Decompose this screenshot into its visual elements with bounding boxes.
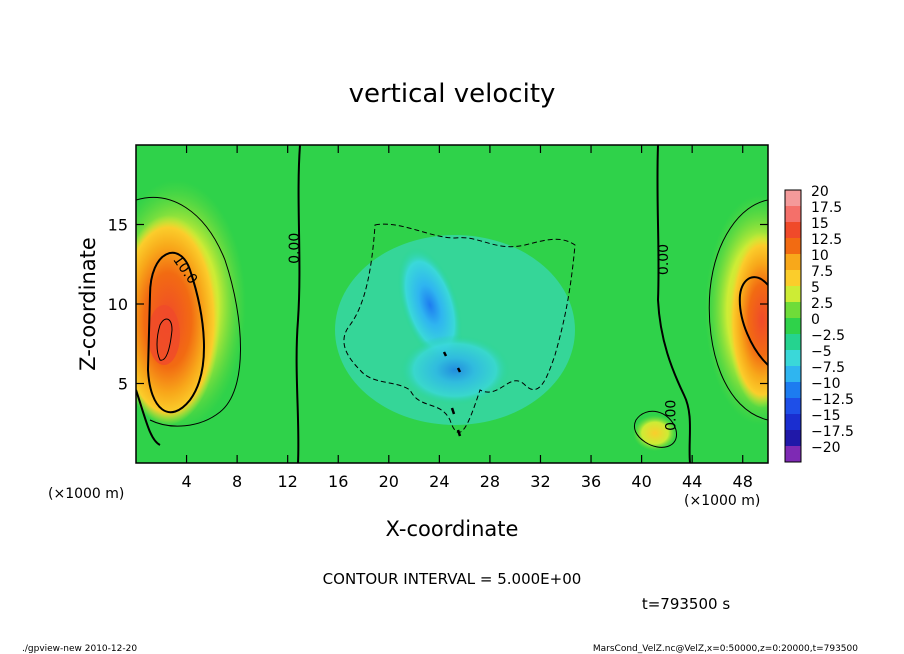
- x-tick-label: 28: [480, 472, 500, 491]
- colorbar-label: −5: [811, 344, 832, 360]
- colorbar-swatch: [785, 286, 801, 303]
- colorbar-label: 12.5: [811, 232, 842, 248]
- y-tick-label: 5: [118, 375, 128, 394]
- y-tick-label: 10: [108, 295, 128, 314]
- x-tick-label: 48: [733, 472, 753, 491]
- x-tick-label: 36: [581, 472, 601, 491]
- contour-10-right: [738, 276, 768, 366]
- updraft-left: [136, 215, 220, 425]
- colorbar-label: −10: [811, 376, 841, 392]
- colorbar-label: 15: [811, 216, 829, 232]
- colorbar-label: −7.5: [811, 360, 845, 376]
- colorbar-label: −2.5: [811, 328, 845, 344]
- contour-5-right: [708, 199, 768, 421]
- x-axis-unit-right: (×1000 m): [684, 493, 760, 509]
- x-axis-ticks: 4 8 12 16 20 24 28 32 36 40 44 48: [181, 145, 753, 491]
- contour-interval-label: CONTOUR INTERVAL = 5.000E+00: [323, 570, 582, 588]
- colorbar-swatch: [785, 366, 801, 383]
- x-tick-label: 8: [232, 472, 242, 491]
- y-axis-ticks: 5 10 15: [108, 216, 768, 394]
- plot-area: [136, 145, 768, 463]
- updraft-right: [728, 232, 768, 408]
- colorbar-swatch: [785, 206, 801, 223]
- contour-neg10-dots: [442, 351, 462, 437]
- x-tick-label: 20: [379, 472, 399, 491]
- colorbar-label: −20: [811, 440, 841, 456]
- colorbar-frame: [784, 189, 802, 463]
- contour-5-small: [633, 410, 677, 448]
- colorbar-label: 2.5: [811, 296, 833, 312]
- colorbar-label: 17.5: [811, 200, 842, 216]
- contour-zero-right: [656, 145, 691, 463]
- x-tick-label: 4: [181, 472, 191, 491]
- y-axis-title: Z-coordinate: [76, 237, 100, 371]
- colorbar-swatch: [785, 318, 801, 335]
- colorbar-swatch: [785, 238, 801, 255]
- contour-zero-far-left: [136, 389, 161, 446]
- chart-title: vertical velocity: [349, 79, 556, 109]
- colorbar-label: −17.5: [811, 424, 854, 440]
- colorbar-label: −15: [811, 408, 841, 424]
- x-tick-label: 44: [682, 472, 702, 491]
- colorbar-swatch: [785, 382, 801, 399]
- contour-neg5: [343, 223, 576, 433]
- colorbar-swatch: [785, 430, 801, 447]
- x-tick-label: 24: [429, 472, 449, 491]
- colorbar-swatch: [785, 222, 801, 239]
- colorbar-label: 20: [811, 184, 829, 200]
- footer-left: ./gpview-new 2010-12-20: [22, 644, 137, 654]
- x-tick-label: 40: [631, 472, 651, 491]
- downdraft-core: [397, 247, 463, 363]
- colorbar-swatch: [785, 190, 801, 207]
- colorbar-swatch: [785, 350, 801, 367]
- colorbar-label: 0: [811, 312, 820, 328]
- y-tick-label: 15: [108, 216, 128, 235]
- x-tick-label: 16: [328, 472, 348, 491]
- colorbar-swatch: [785, 254, 801, 271]
- colorbar-label: 5: [811, 280, 820, 296]
- colorbar-label: 10: [811, 248, 829, 264]
- updraft-left-core: [148, 305, 180, 365]
- colorbar-swatch: [785, 398, 801, 415]
- x-axis-unit-left: (×1000 m): [48, 486, 124, 502]
- colorbar-swatch: [785, 334, 801, 351]
- footer-right: MarsCond_VelZ.nc@VelZ,x=0:50000,z=0:2000…: [593, 644, 858, 654]
- downdraft-core-lower: [400, 335, 510, 405]
- contour-label: 0.00: [656, 244, 672, 275]
- colorbar: 2017.51512.5107.552.50−2.5−5−7.5−10−12.5…: [784, 184, 854, 463]
- contour-label: 0.00: [287, 233, 303, 264]
- time-label: t=793500 s: [642, 595, 730, 613]
- contour-15-left: [156, 318, 173, 361]
- colorbar-swatch: [785, 302, 801, 319]
- contour-10-left: [146, 251, 205, 414]
- x-tick-label: 32: [530, 472, 550, 491]
- contour-5-left: [136, 197, 241, 427]
- x-tick-label: 12: [278, 472, 298, 491]
- colorbar-label: −12.5: [811, 392, 854, 408]
- colorbar-label: 7.5: [811, 264, 833, 280]
- colorbar-swatch: [785, 446, 801, 463]
- colorbar-swatch: [785, 270, 801, 287]
- small-updraft: [633, 415, 677, 451]
- x-axis-title: X-coordinate: [386, 517, 519, 541]
- contour-label: 0.00: [664, 400, 680, 431]
- colorbar-swatch: [785, 414, 801, 431]
- contour-zero-left: [295, 145, 301, 463]
